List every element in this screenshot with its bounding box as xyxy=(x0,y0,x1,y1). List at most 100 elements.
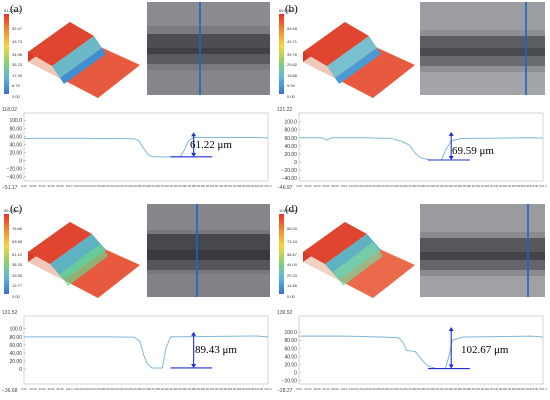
scale-tick: 8.74 xyxy=(12,83,20,88)
profile-line xyxy=(299,137,544,161)
x-tick-label: 200.00 xyxy=(385,184,394,188)
micrograph xyxy=(147,2,270,95)
y-tick-label: 0 xyxy=(294,371,297,377)
x-tick-label: 100.0 xyxy=(341,184,348,188)
micrograph xyxy=(420,204,545,297)
depth-annotation: 102.67 μm xyxy=(461,344,509,356)
depth-annotation: 61.22 μm xyxy=(190,139,232,151)
depth-arrow-head-top xyxy=(191,331,197,336)
x-tick-label: 280.00 xyxy=(146,184,155,188)
x-tick-label: 40.00 xyxy=(39,387,46,391)
x-tick-label: 541.4 xyxy=(265,184,272,188)
color-scale: 69.59μm 59.65 49.71 39.76 29.82 19.88 9.… xyxy=(279,8,309,103)
x-tick-label: 220.00 xyxy=(119,387,128,391)
x-tick-label: 460.00 xyxy=(228,387,237,391)
x-tick-label: 500.00 xyxy=(246,184,255,188)
x-tick-label: 340.00 xyxy=(173,184,182,188)
color-scale: 102.67μm 88.00 73.34 58.67 44.00 29.33 1… xyxy=(279,208,309,303)
x-tick-label: 160.00 xyxy=(92,387,101,391)
y-max-label: 139.92 xyxy=(277,310,293,316)
y-tick-label: 20.00 xyxy=(9,150,22,156)
color-scale: 89.43μm 76.66 63.88 51.10 38.33 25.55 12… xyxy=(4,208,34,303)
panel-a: (a) 61.22μm 52.47 43.73 34.98 26.23 17.4… xyxy=(0,0,275,195)
scale-tick: 52.47 xyxy=(12,26,23,31)
y-tick-label: 40.00 xyxy=(284,354,297,360)
x-tick-label: 40.00 xyxy=(314,387,321,391)
x-tick-label: 440.00 xyxy=(219,387,228,391)
x-tick-label: 520.00 xyxy=(255,387,264,391)
scale-tick: 34.98 xyxy=(12,52,23,57)
x-tick-label: 80.00 xyxy=(332,184,339,188)
y-tick-label: −40.00 xyxy=(7,175,23,181)
y-tick-label: 80.00 xyxy=(9,126,22,132)
x-tick-label: 240.00 xyxy=(403,387,412,391)
scale-max: 102.67μm xyxy=(279,208,297,213)
scale-tick: 19.88 xyxy=(287,73,298,78)
scale-tick: 39.76 xyxy=(287,52,298,57)
y-tick-label: 100.0 xyxy=(284,120,297,126)
3d-surface-plot xyxy=(303,22,415,98)
x-tick-label: 300.00 xyxy=(430,387,439,391)
y-tick-label: 80.00 xyxy=(9,335,22,341)
panel-b: (b) 69.59μm 59.65 49.71 39.76 29.82 19.8… xyxy=(275,0,550,195)
x-tick-label: 260.00 xyxy=(412,387,421,391)
x-tick-label: 20.00 xyxy=(30,387,37,391)
x-tick-label: 260.00 xyxy=(137,184,146,188)
y-max-label: 118.02 xyxy=(2,107,17,113)
micrograph xyxy=(147,204,270,297)
x-tick-label: 40.00 xyxy=(314,184,321,188)
scale-tick: 73.34 xyxy=(287,239,298,244)
x-tick-label: 340.00 xyxy=(448,387,457,391)
y-min-label: −46.97 xyxy=(277,185,293,191)
plot-frame xyxy=(298,112,544,182)
scale-tick: 44.00 xyxy=(287,262,298,267)
scale-bar xyxy=(4,214,9,294)
x-tick-label: 40.00 xyxy=(39,184,46,188)
x-tick-label: 260.00 xyxy=(137,387,146,391)
y-tick-label: 100.0 xyxy=(9,327,22,333)
profile-plot: 118.02 −51.17 100.0 80.00 60.00 40.00 20.00 0… xyxy=(0,107,275,195)
scale-tick: 43.73 xyxy=(12,39,23,44)
y-tick-label: 40.00 xyxy=(9,351,22,357)
x-tick-label: 360.00 xyxy=(457,184,466,188)
micrograph xyxy=(420,2,545,95)
profile-plot: 131.52 −36.68 100.0 80.00 60.00 40.00 20.00 0… xyxy=(0,310,275,398)
x-tick-label: 400.00 xyxy=(475,387,484,391)
panel-label: (c) xyxy=(10,203,23,215)
scale-tick: 26.23 xyxy=(12,62,23,67)
panel-label: (b) xyxy=(285,3,298,15)
x-tick-label: 420.00 xyxy=(209,387,218,391)
profile-plot: 139.92 −28.27 100.0 80.00 60.00 40.00 20.00 0… xyxy=(275,310,550,398)
y-max-label: 131.52 xyxy=(2,310,18,316)
scale-tick: 0.00 xyxy=(12,294,20,299)
y-tick-label: −20.00 xyxy=(7,166,23,172)
profile-plot: 121.22 −46.97 100.0 80.00 60.00 40.00 20.00 0… xyxy=(275,107,550,195)
x-tick-label: 480.00 xyxy=(512,387,521,391)
x-tick-label: 440.00 xyxy=(494,184,503,188)
scale-tick: 0.00 xyxy=(287,294,295,299)
panel-d: (d) 102.67μm 88.00 73.34 58.67 44.00 29.… xyxy=(275,200,550,400)
x-tick-label: 500.00 xyxy=(521,184,530,188)
y-tick-label: 60.00 xyxy=(9,134,22,140)
x-tick-label: 380.00 xyxy=(466,387,475,391)
y-tick-label: 60.00 xyxy=(284,136,297,142)
y-tick-label: 80.00 xyxy=(284,128,297,134)
x-tick-label: 120.00 xyxy=(74,184,83,188)
x-tick-label: 60.00 xyxy=(48,184,55,188)
y-min-label: −28.27 xyxy=(277,388,293,394)
x-tick-label: 380.00 xyxy=(466,184,475,188)
scale-tick: 12.77 xyxy=(12,283,23,288)
y-tick-label: 20.00 xyxy=(9,359,22,365)
x-tick-label: 80.00 xyxy=(332,387,339,391)
x-tick-label: 280.00 xyxy=(146,387,155,391)
scale-tick: 38.33 xyxy=(12,262,23,267)
x-tick-label: 240.00 xyxy=(128,387,137,391)
3d-surface-plot xyxy=(303,222,415,298)
x-tick-label: 180.00 xyxy=(376,184,385,188)
x-tick-label: 140.00 xyxy=(358,184,367,188)
y-tick-label: 60.00 xyxy=(9,343,22,349)
x-tick-label: 360.00 xyxy=(457,387,466,391)
y-max-label: 121.22 xyxy=(277,107,293,113)
x-tick-label: 500.00 xyxy=(521,387,530,391)
